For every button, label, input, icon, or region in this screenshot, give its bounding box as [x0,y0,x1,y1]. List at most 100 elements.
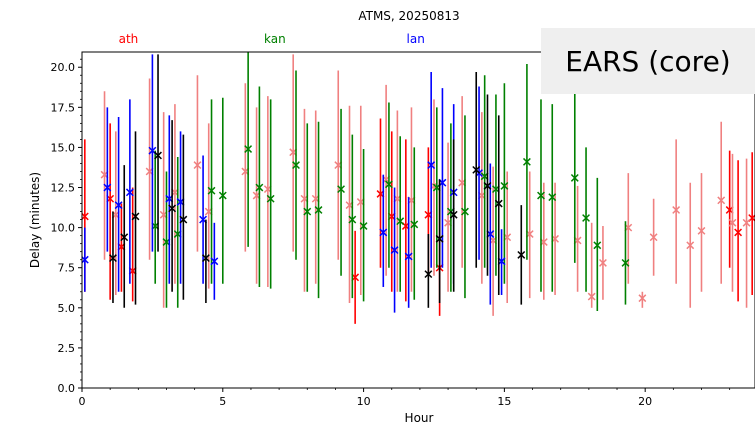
point-marker [649,233,658,242]
data-point [244,52,253,247]
point-marker [385,180,393,189]
point-marker [427,161,436,169]
point-marker [570,173,579,182]
point-marker [337,185,345,194]
point-marker [697,226,706,235]
y-tick-label: 10.0 [51,222,76,235]
station-label: lan [407,32,425,46]
data-point [449,139,458,292]
data-point [697,173,706,292]
point-marker [314,206,323,214]
data-point [717,121,726,284]
point-marker [193,161,202,169]
plot-frame [81,51,755,389]
chart-title: ATMS, 20250813 [358,9,459,23]
data-point [210,222,219,300]
point-marker [404,252,413,261]
y-tick-label: 12.5 [51,182,76,195]
x-tick-label: 0 [79,395,86,408]
data-point [570,91,579,263]
data-point [522,64,531,260]
point-marker [638,294,647,303]
point-marker [210,257,219,266]
station-label: kan [264,32,286,46]
data-point [396,136,405,292]
point-marker [548,193,557,202]
point-marker [410,220,419,229]
point-marker [390,246,399,255]
data-point [537,99,545,292]
point-marker [379,228,388,237]
point-marker [125,188,134,197]
data-point [599,226,607,300]
data-point [672,139,681,284]
data-point [517,205,526,305]
y-tick-label: 2.5 [58,342,76,355]
point-marker [218,191,227,200]
data-point [82,227,89,292]
data-point [201,219,210,303]
point-marker [435,234,444,243]
x-axis-label: Hour [405,411,434,423]
point-marker [734,228,743,237]
point-marker [472,165,481,174]
y-tick-label: 7.5 [58,262,76,275]
point-marker [131,212,140,221]
point-marker [359,222,368,230]
point-marker [109,254,117,263]
data-point [120,165,129,308]
data-point [427,72,436,268]
data-point [483,94,492,276]
point-marker [179,215,188,224]
point-marker [494,199,503,208]
point-marker [587,292,596,301]
data-point [472,72,481,268]
data-point [303,123,312,292]
data-point [649,198,658,276]
ears-label: EARS (core) [565,44,731,78]
point-marker [120,233,129,242]
data-point [435,179,444,303]
data-point [154,54,162,252]
point-marker [255,183,264,192]
data-point [582,147,590,292]
point-marker [593,241,602,250]
ears-label-box: EARS (core) [541,28,755,94]
point-marker [517,250,526,259]
data-point [410,147,419,300]
y-tick-label: 17.5 [51,101,76,114]
data-point [621,221,630,305]
data-point [587,222,596,308]
data-point [292,70,300,260]
point-marker [207,186,216,195]
data-point [734,160,743,302]
point-marker [483,181,492,190]
point-marker [621,258,630,267]
point-marker [266,194,275,203]
plot-marks [82,52,755,324]
data-point [500,83,509,284]
data-point [131,131,140,305]
point-marker [500,181,509,190]
point-marker [82,212,89,221]
x-tick-label: 20 [638,395,652,408]
data-point [109,211,117,303]
data-point [390,187,399,313]
y-axis-label: Delay (minutes) [28,172,42,268]
data-point [114,116,123,292]
point-marker [168,204,177,213]
point-marker [717,196,726,205]
point-marker [396,217,405,226]
point-marker [244,145,253,153]
data-point [193,75,202,252]
data-point [638,291,647,308]
data-point [348,134,357,299]
point-marker [461,207,469,216]
point-marker [728,218,737,227]
data-point [337,108,345,276]
data-point [207,99,216,284]
data-point [314,121,323,299]
data-point [404,197,413,308]
y-tick-label: 5.0 [58,302,76,315]
